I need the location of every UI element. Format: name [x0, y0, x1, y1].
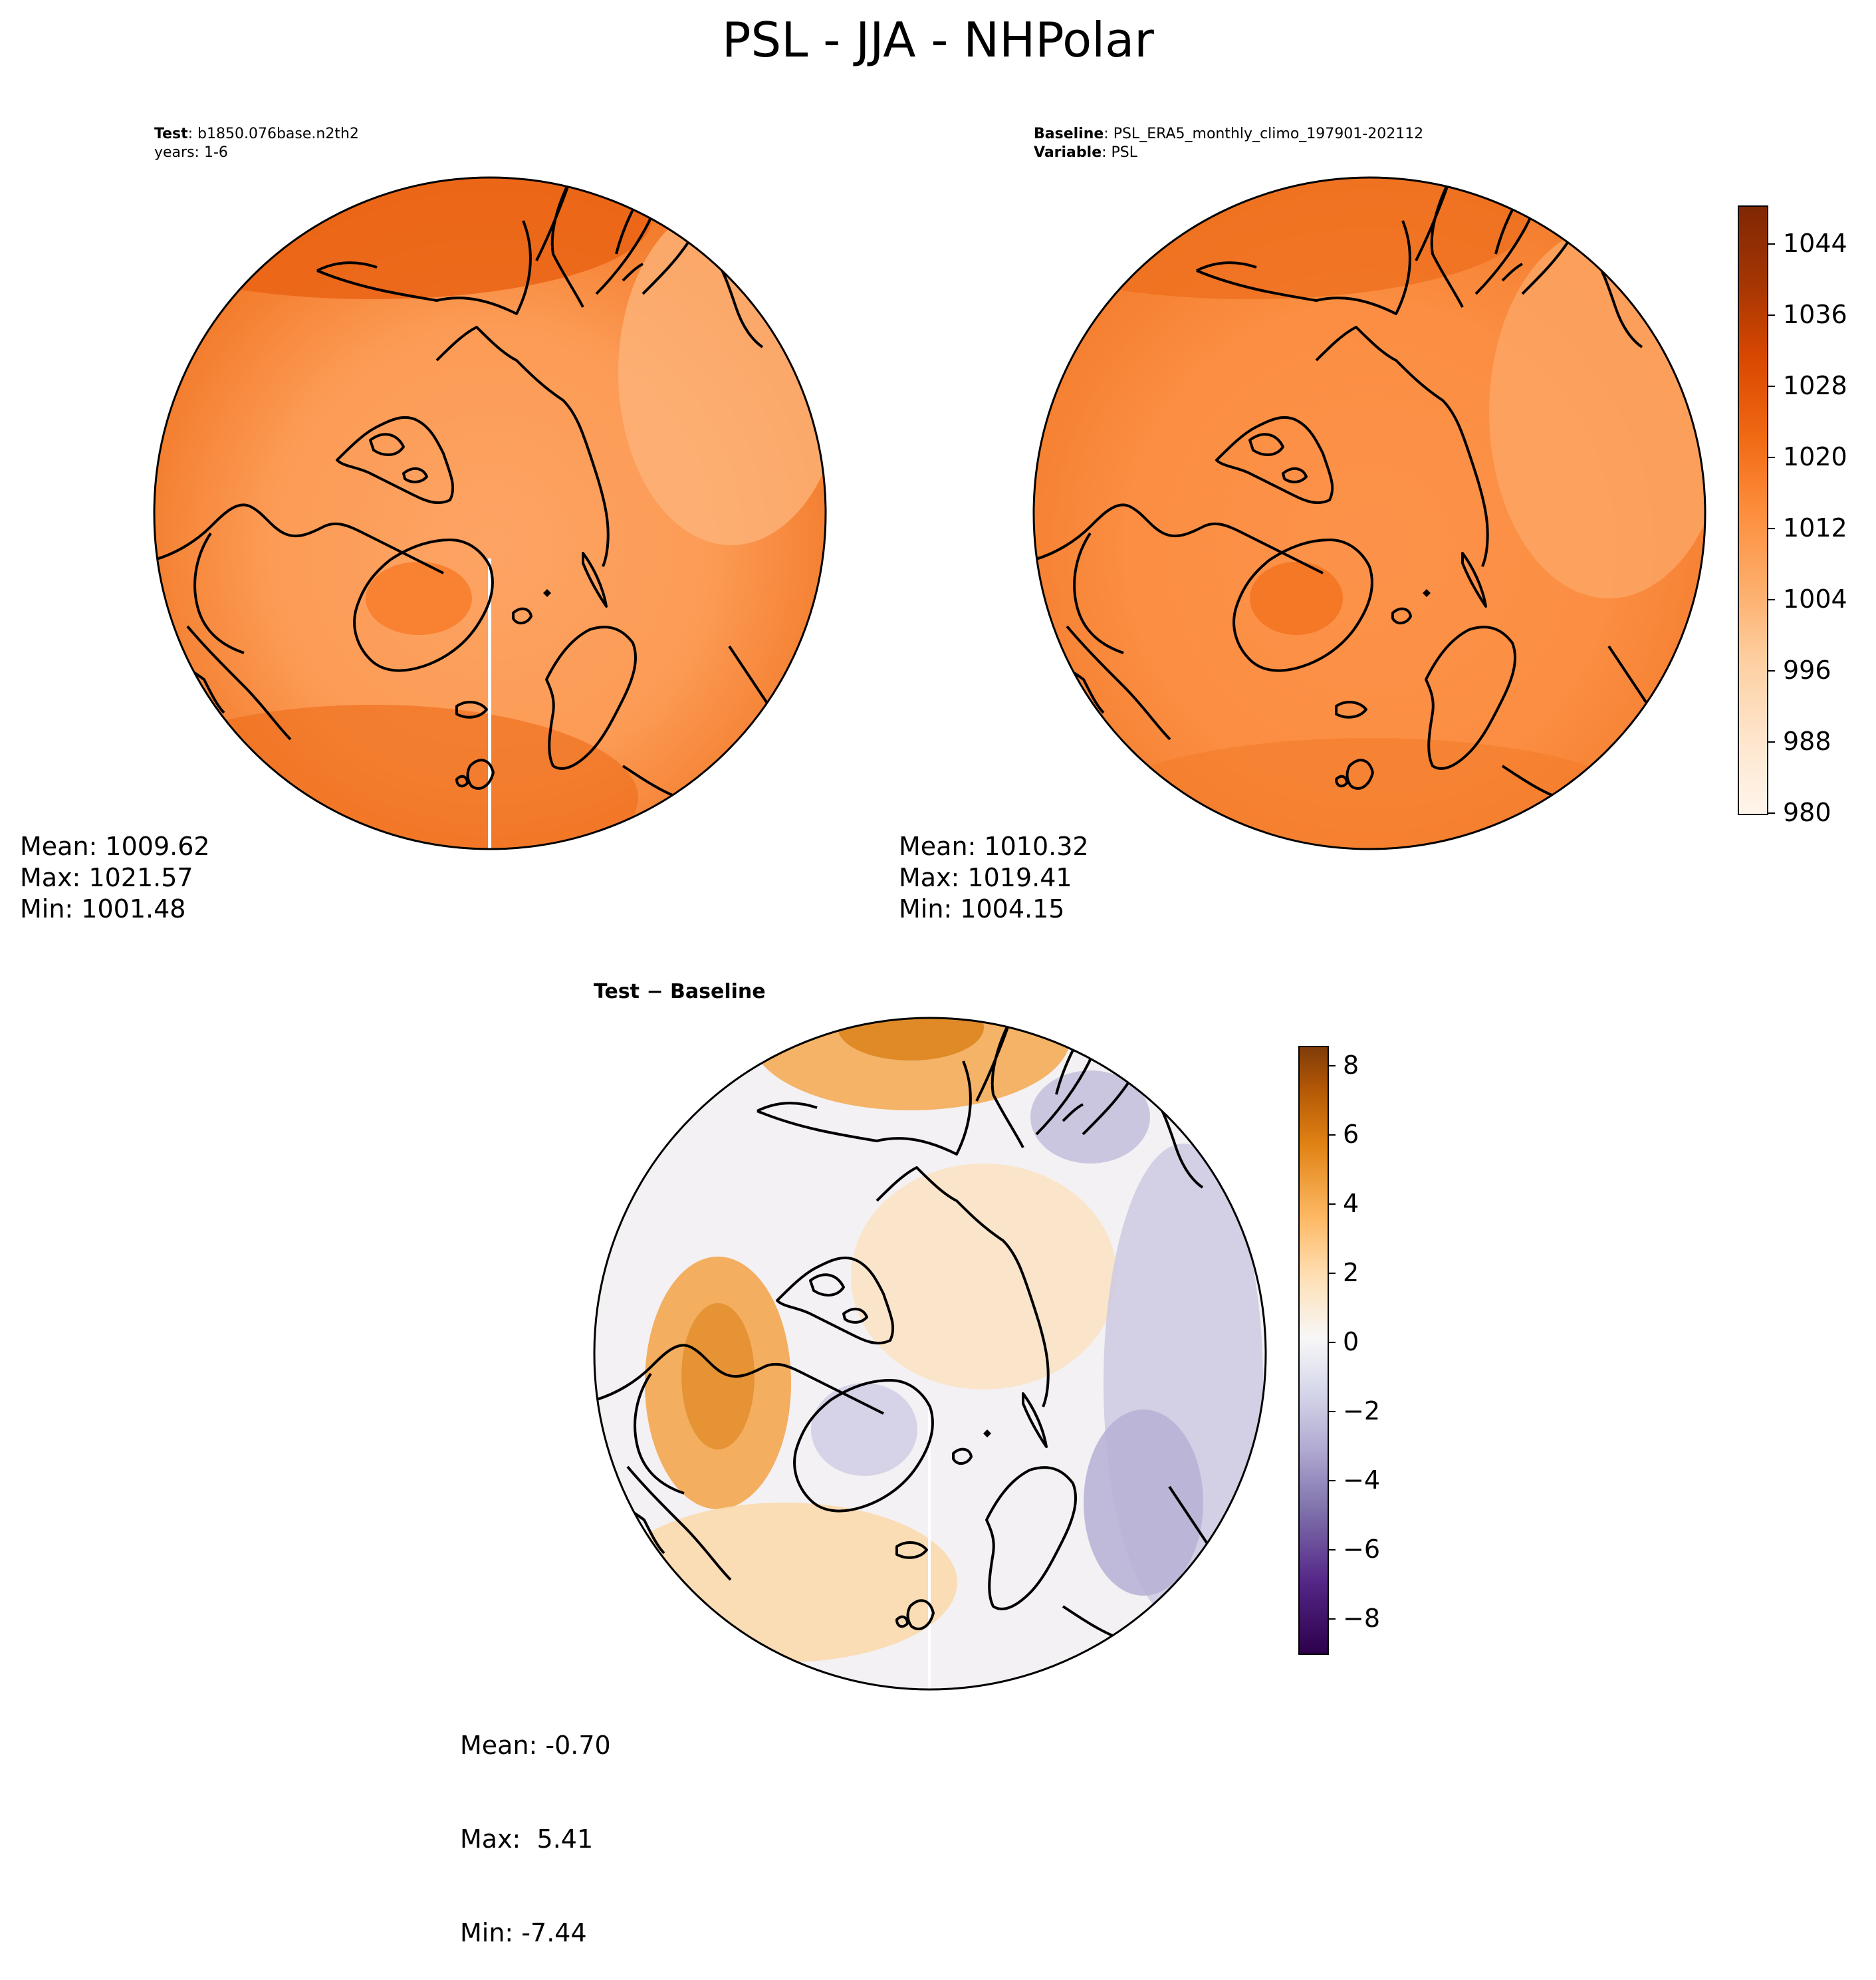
test-years: years: 1-6: [154, 144, 228, 161]
main-colorbar: [1738, 205, 1775, 815]
diff-cbar-tick: 0: [1343, 1327, 1359, 1356]
diff-cbar-tick: 4: [1343, 1189, 1359, 1218]
diff-stats: Mean: -0.70 Max: 5.41 Min: -7.44: [460, 1668, 611, 1980]
test-stats: Mean: 1009.62 Max: 1021.57 Min: 1001.48: [20, 831, 210, 925]
main-cbar-tick: 980: [1783, 798, 1831, 827]
baseline-max: Max: 1019.41: [899, 863, 1072, 892]
main-cbar-tick: 1028: [1783, 371, 1847, 400]
diff-mean: Mean: -0.70: [460, 1731, 611, 1760]
variable-name: PSL: [1111, 144, 1138, 161]
difference-map: [593, 1017, 1267, 1691]
figure-canvas: [153, 176, 1775, 1691]
baseline-map: [1032, 176, 1706, 850]
diff-cbar-tick: −6: [1343, 1535, 1381, 1564]
main-cbar-tick: 996: [1783, 656, 1831, 685]
main-cbar-tick: 988: [1783, 727, 1831, 756]
diff-cbar-tick: 8: [1343, 1051, 1359, 1080]
diff-cbar-tick: 2: [1343, 1258, 1359, 1287]
test-label: Test: [154, 126, 188, 142]
baseline-stats: Mean: 1010.32 Max: 1019.41 Min: 1004.15: [899, 831, 1089, 925]
test-mean: Mean: 1009.62: [20, 832, 210, 861]
baseline-mean: Mean: 1010.32: [899, 832, 1089, 861]
test-map: [153, 176, 827, 850]
figure-title: PSL - JJA - NHPolar: [722, 12, 1154, 68]
baseline-header: Baseline: PSL_ERA5_monthly_climo_197901-…: [1034, 126, 1424, 161]
diff-cbar-tick: −2: [1343, 1396, 1381, 1425]
test-max: Max: 1021.57: [20, 863, 193, 892]
diff-cbar-tick: 6: [1343, 1120, 1359, 1149]
main-cbar-tick: 1012: [1783, 513, 1847, 543]
diff-max: Max: 5.41: [460, 1824, 594, 1854]
main-cbar-tick: 1036: [1783, 300, 1847, 329]
diff-title: Test − Baseline: [594, 980, 766, 1003]
test-header: Test: b1850.076base.n2th2 years: 1-6: [154, 126, 359, 161]
main-cbar-tick: 1020: [1783, 442, 1847, 471]
baseline-min: Min: 1004.15: [899, 894, 1065, 924]
diff-cbar-tick: −8: [1343, 1604, 1381, 1633]
diff-cbar-tick: −4: [1343, 1465, 1381, 1495]
main-cbar-tick: 1044: [1783, 229, 1847, 258]
test-case-name: b1850.076base.n2th2: [197, 126, 359, 142]
baseline-case-name: PSL_ERA5_monthly_climo_197901-202112: [1113, 126, 1424, 142]
diff-min: Min: -7.44: [460, 1918, 587, 1947]
test-min: Min: 1001.48: [20, 894, 186, 924]
main-cbar-tick: 1004: [1783, 584, 1847, 614]
diff-colorbar: [1298, 1046, 1336, 1655]
baseline-label: Baseline: [1034, 126, 1104, 142]
variable-label: Variable: [1034, 144, 1102, 161]
